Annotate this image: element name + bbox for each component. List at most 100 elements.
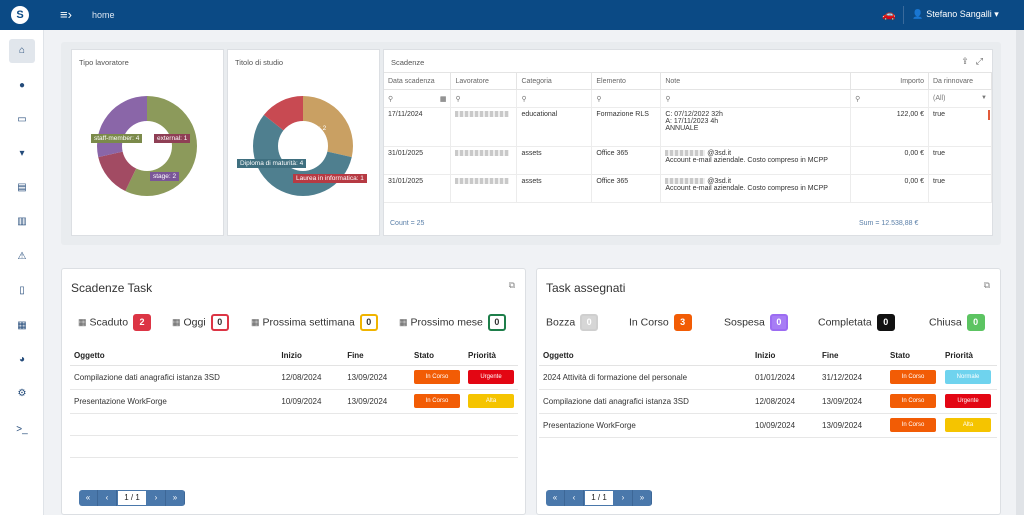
sidebar: ⌂ ● ▭ ▾ ▤ ▥ ⚠ ▯ ▦ ◕ ⚙ >_ <box>0 30 44 515</box>
col-header[interactable]: Inizio <box>751 346 818 366</box>
pie-chart-icon[interactable]: ◕ <box>18 354 26 365</box>
expand-icon[interactable]: ⤢ <box>975 56 983 66</box>
col-header[interactable]: Elemento <box>591 72 662 90</box>
donut-slice[interactable] <box>303 96 353 158</box>
col-header[interactable]: Stato <box>409 346 464 366</box>
col-header[interactable]: Da rinnovare <box>928 72 992 90</box>
next-page-button[interactable]: › <box>147 490 166 506</box>
scroll-indicator[interactable] <box>988 110 990 120</box>
next-page-button[interactable]: › <box>614 490 633 506</box>
col-header[interactable]: Data scadenza <box>384 72 452 90</box>
priority-badge: Urgente <box>468 370 514 384</box>
col-header[interactable]: Importo <box>850 72 929 90</box>
status-oggi[interactable]: ▦ Oggi 0 <box>172 314 229 331</box>
status-chiusa[interactable]: Chiusa 0 <box>929 314 985 331</box>
breadcrumb-home[interactable]: home <box>92 10 115 20</box>
last-page-button[interactable]: » <box>633 490 652 506</box>
first-page-button[interactable]: « <box>546 490 565 506</box>
first-page-button[interactable]: « <box>79 490 98 506</box>
clipboard-icon[interactable]: ▤ <box>17 182 27 193</box>
document-icon[interactable]: ▯ <box>19 285 25 296</box>
donut-slice[interactable] <box>263 96 303 131</box>
status-scaduto[interactable]: ▦ Scaduto 2 <box>78 314 152 331</box>
table-row[interactable]: Compilazione dati anagrafici istanza 3SD… <box>70 365 518 390</box>
shirt-icon[interactable]: ▾ <box>19 148 25 159</box>
user-menu[interactable]: 👤 Stefano Sangalli ▾ <box>912 9 999 20</box>
filter-cell[interactable]: ⚲ <box>516 89 593 108</box>
count-badge: 0 <box>487 314 506 331</box>
table-row[interactable]: Compilazione dati anagrafici istanza 3SD… <box>539 389 997 414</box>
calendar-icon[interactable]: ▦ <box>439 95 447 103</box>
slice-label: Diploma di maturità: 4 <box>237 159 307 168</box>
col-header[interactable]: Note <box>660 72 852 90</box>
donut-slice[interactable] <box>98 151 137 192</box>
table-row[interactable]: 31/01/2025 assets Office 365 @3sd.it Acco… <box>384 174 992 203</box>
table-row[interactable]: 17/11/2024 educational Formazione RLS C:… <box>384 107 992 147</box>
table-row[interactable]: 31/01/2025 assets Office 365 @3sd.it Acco… <box>384 146 992 175</box>
donut-chart-tipo-lavoratore <box>97 96 198 196</box>
calendar-day-icon: ▦ <box>172 317 181 328</box>
user-name: Stefano Sangalli ▾ <box>926 9 999 19</box>
filter-cell[interactable]: ⚲ ▦ <box>384 89 452 108</box>
table-row-empty <box>70 413 518 436</box>
search-icon: ⚲ <box>388 95 394 103</box>
col-header[interactable]: Inizio <box>277 346 344 366</box>
external-link-icon[interactable]: ⧉ <box>508 280 515 290</box>
clipboard-check-icon[interactable]: ▥ <box>17 216 27 227</box>
col-header[interactable]: Fine <box>343 346 410 366</box>
app-logo[interactable]: S <box>11 6 29 24</box>
task-assegnati-table: Oggetto Inizio Fine Stato Priorità 2024 … <box>539 346 997 438</box>
terminal-icon[interactable]: >_ <box>16 424 28 435</box>
col-header[interactable]: Priorità <box>464 346 518 366</box>
table-row[interactable]: 2024 Attività di formazione del personal… <box>539 365 997 390</box>
status-prossimo-mese[interactable]: ▦ Prossimo mese 0 <box>399 314 506 331</box>
scadenze-task-table: Oggetto Inizio Fine Stato Priorità Compi… <box>70 346 518 458</box>
menu-toggle-icon[interactable]: ≡› <box>60 7 72 22</box>
redacted-email <box>665 178 706 185</box>
donut-slice[interactable] <box>125 96 198 196</box>
last-page-button[interactable]: » <box>166 490 185 506</box>
car-icon[interactable]: 🚗 <box>882 9 896 21</box>
status-in-corso[interactable]: In Corso 3 <box>629 314 692 331</box>
hazard-icon[interactable]: ⚠ <box>17 251 27 262</box>
col-header[interactable]: Oggetto <box>539 346 751 366</box>
donut-slice[interactable] <box>97 96 147 158</box>
priority-badge: Urgente <box>945 394 991 408</box>
chevron-down-icon: ▼ <box>981 95 987 101</box>
export-icon[interactable]: ⇪ <box>961 56 969 66</box>
card-title: Task assegnati <box>546 281 626 295</box>
filter-select[interactable]: (All) ▼ <box>928 89 992 108</box>
status-sospesa[interactable]: Sospesa 0 <box>724 314 788 331</box>
count-badge: 0 <box>210 314 229 331</box>
count-badge: 2 <box>133 314 152 331</box>
filter-cell[interactable]: ⚲ <box>450 89 518 108</box>
col-header[interactable]: Priorità <box>941 346 997 366</box>
status-prossima-settimana[interactable]: ▦ Prossima settimana 0 <box>251 314 378 331</box>
user-icon[interactable]: ● <box>18 80 26 91</box>
home-icon[interactable]: ⌂ <box>9 39 35 63</box>
status-bozza[interactable]: Bozza 0 <box>546 314 599 331</box>
scrollbar-track[interactable] <box>1016 30 1024 515</box>
external-link-icon[interactable]: ⧉ <box>983 280 990 290</box>
page-input[interactable]: 1 / 1 <box>117 490 147 506</box>
filter-cell[interactable]: ⚲ <box>660 89 852 108</box>
status-completata[interactable]: Completata 0 <box>818 314 895 331</box>
col-header[interactable]: Fine <box>818 346 886 366</box>
table-icon[interactable]: ▦ <box>17 320 27 331</box>
gear-icon[interactable]: ⚙ <box>17 388 27 399</box>
page-input[interactable]: 1 / 1 <box>584 490 614 506</box>
prev-page-button[interactable]: ‹ <box>98 490 117 506</box>
table-row[interactable]: Presentazione WorkForge 10/09/2024 13/09… <box>70 389 518 414</box>
panel-title: Scadenze <box>391 58 425 67</box>
col-header[interactable]: Oggetto <box>70 346 278 366</box>
table-row[interactable]: Presentazione WorkForge 10/09/2024 13/09… <box>539 413 997 438</box>
id-card-icon[interactable]: ▭ <box>17 114 27 125</box>
filter-cell[interactable]: ⚲ <box>850 89 929 108</box>
col-header[interactable]: Lavoratore <box>450 72 518 90</box>
calendar-month-icon: ▦ <box>399 317 408 328</box>
count-badge: 0 <box>966 314 985 331</box>
col-header[interactable]: Categoria <box>516 72 593 90</box>
prev-page-button[interactable]: ‹ <box>565 490 584 506</box>
filter-cell[interactable]: ⚲ <box>591 89 662 108</box>
col-header[interactable]: Stato <box>886 346 941 366</box>
